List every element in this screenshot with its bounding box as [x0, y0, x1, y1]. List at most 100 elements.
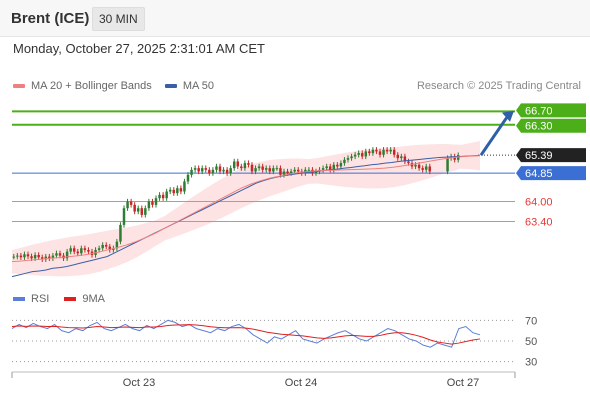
candle-body	[421, 168, 424, 170]
x-tick-label: Oct 27	[447, 377, 479, 389]
candle-body	[240, 166, 243, 169]
candle-body	[176, 188, 179, 194]
candle-body	[247, 163, 250, 165]
forecast-arrow	[479, 110, 514, 156]
candle-body	[396, 154, 400, 159]
ma20-line	[11, 155, 481, 263]
level-label-text: 66.70	[525, 105, 553, 117]
candle-body	[446, 158, 449, 172]
candle-body	[183, 181, 186, 192]
candle-body	[55, 253, 58, 256]
candle-body	[453, 156, 456, 160]
candle-body	[211, 169, 215, 174]
candle-body	[129, 201, 133, 205]
level-label-bg	[516, 148, 586, 163]
candle-body	[197, 168, 200, 172]
candle-body	[65, 251, 69, 259]
candle-body	[346, 158, 350, 160]
candle-body	[254, 168, 257, 172]
legend-rsi: RSI	[13, 293, 49, 305]
rsi-panel: 70 50 30	[11, 315, 537, 369]
candle-body	[147, 201, 151, 209]
candle-body	[375, 149, 378, 152]
candle-body	[179, 188, 183, 192]
candle-body	[80, 248, 83, 254]
candle-body	[58, 253, 62, 256]
level-label-resistance: 66.70	[516, 103, 586, 118]
level-label-bg	[516, 166, 586, 181]
candle-body	[12, 256, 16, 258]
candle-body	[112, 248, 115, 250]
rsi-ma-swatch	[64, 297, 77, 302]
rsi-tick-label: 30	[525, 357, 537, 369]
candle-body	[16, 255, 19, 257]
candle-body	[218, 166, 222, 172]
candle-body	[19, 255, 23, 258]
legend-bollinger-label: MA 20 + Bollinger Bands	[31, 80, 152, 92]
candle-body	[108, 246, 112, 250]
arrow-shaft	[479, 114, 510, 156]
legend-ma50-label: MA 50	[182, 80, 215, 92]
interval-selector[interactable]: 30 MIN	[92, 7, 145, 31]
rsi-swatch	[13, 297, 25, 302]
chart-header: Brent (ICE) 30 MIN	[0, 0, 590, 37]
candle-body	[144, 208, 147, 215]
candle-body	[40, 257, 44, 260]
candle-body	[339, 163, 343, 167]
candle-body	[264, 168, 268, 170]
candle-body	[161, 194, 165, 199]
candle-body	[343, 159, 346, 164]
candle-body	[268, 168, 272, 172]
candle-body	[101, 244, 104, 249]
candle-body	[307, 169, 311, 171]
level-label-last: 65.39	[516, 148, 586, 163]
candle-body	[400, 156, 403, 159]
candle-body	[225, 169, 229, 174]
candle-body	[364, 151, 368, 157]
candle-body	[392, 149, 396, 155]
candle-body	[325, 166, 328, 169]
candle-body	[23, 254, 26, 258]
rsi-legend: RSI 9MA	[13, 293, 105, 305]
candle-body	[190, 169, 193, 175]
legend-bollinger: MA 20 + Bollinger Bands	[13, 80, 152, 92]
ma50-line	[11, 154, 481, 278]
rsi-line	[11, 319, 481, 348]
candle-body	[33, 254, 37, 259]
candle-body	[72, 248, 76, 252]
candle-body	[48, 256, 51, 259]
candle-body	[133, 204, 136, 212]
candle-body	[389, 149, 392, 152]
candle-body	[204, 168, 208, 170]
candle-body	[357, 153, 360, 155]
candle-body	[193, 168, 197, 170]
candle-body	[69, 248, 72, 252]
candle-body	[51, 255, 55, 259]
legend-rsi-ma: 9MA	[64, 293, 105, 305]
instrument-title: Brent (ICE)	[11, 10, 90, 27]
candle-body	[289, 171, 293, 174]
candle-body	[215, 166, 218, 170]
bollinger-bands	[12, 141, 480, 277]
price-legend: MA 20 + Bollinger Bands MA 50	[13, 80, 224, 92]
candle-body	[353, 154, 357, 157]
legend-ma50: MA 50	[164, 80, 215, 92]
candle-body	[30, 256, 33, 259]
candle-body	[243, 163, 247, 169]
candle-body	[140, 208, 144, 215]
candle-body	[428, 166, 432, 172]
arrow-head	[502, 110, 514, 122]
candle-body	[250, 164, 254, 172]
candle-body	[368, 151, 371, 154]
candle-body	[37, 254, 40, 258]
level-label-text: 65.39	[525, 150, 553, 162]
level-label-pivot: 64.85	[516, 166, 586, 181]
level-label-resistance: 66.30	[516, 118, 586, 133]
x-tick-label: Oct 23	[123, 377, 155, 389]
candle-body	[97, 248, 101, 250]
level-label-text: 64.85	[525, 168, 553, 180]
candle-body	[154, 198, 158, 205]
candle-body	[336, 164, 339, 167]
rsi-tick-label: 50	[525, 336, 537, 348]
